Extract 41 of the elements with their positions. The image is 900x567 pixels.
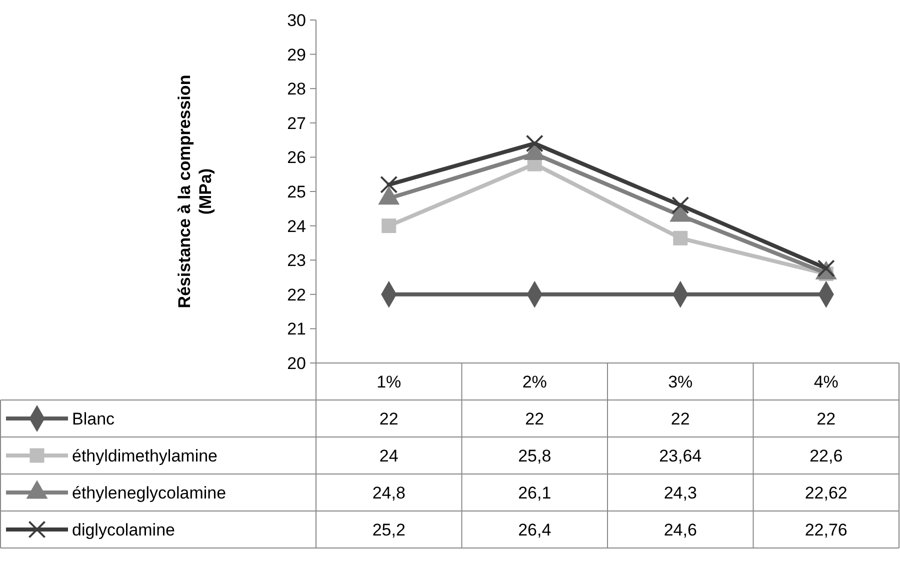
data-label: 25,8 [518, 446, 552, 466]
legend-label: Blanc [72, 409, 116, 428]
data-label: 22 [525, 409, 544, 428]
y-tick-label: 20 [287, 354, 306, 373]
point [380, 176, 398, 194]
data-label: 22 [670, 409, 690, 428]
data-label: 24,6 [664, 520, 697, 540]
y-tick-label: 29 [287, 45, 306, 64]
y-tick-label: 25 [287, 182, 306, 202]
data-label: 22,6 [810, 446, 843, 466]
y-tick-label: 26 [287, 148, 306, 168]
point [673, 230, 688, 246]
y-tick-label: 27 [287, 114, 306, 133]
data-label: 24,3 [664, 483, 697, 502]
data-label: 26,4 [518, 520, 552, 540]
y-tick-label: 21 [287, 320, 306, 339]
y-tick-label: 28 [287, 80, 306, 99]
y-axis-title: Résistance à la compression (MPa) [175, 74, 215, 308]
point [382, 218, 396, 234]
point [526, 134, 544, 152]
data-label: 25,2 [372, 520, 406, 540]
y-tick-label: 30 [287, 10, 306, 30]
x-tick-label: 4% [814, 372, 838, 392]
x-tick-label: 1% [376, 372, 402, 392]
x-tick-label: 3% [668, 372, 693, 392]
x-tick-label: 2% [522, 372, 547, 392]
data-label: 26,1 [518, 483, 552, 502]
y-tick-label: 23 [287, 251, 306, 270]
data-label: 24,8 [372, 483, 406, 502]
data-label: 22,76 [804, 520, 848, 540]
legend-label: éthyldimethylamine [72, 446, 218, 466]
data-label: 22 [379, 409, 398, 428]
data-label: 22,62 [804, 483, 848, 502]
y-tick-label: 22 [287, 285, 306, 304]
data-label: 24 [379, 446, 398, 466]
y-tick-label: 24 [287, 216, 306, 236]
legend-label: diglycolamine [72, 520, 175, 540]
data-label: 23,64 [659, 446, 702, 466]
legend-label: éthyleneglycolamine [72, 483, 226, 502]
data-label: 22 [816, 409, 836, 428]
point [672, 196, 690, 214]
